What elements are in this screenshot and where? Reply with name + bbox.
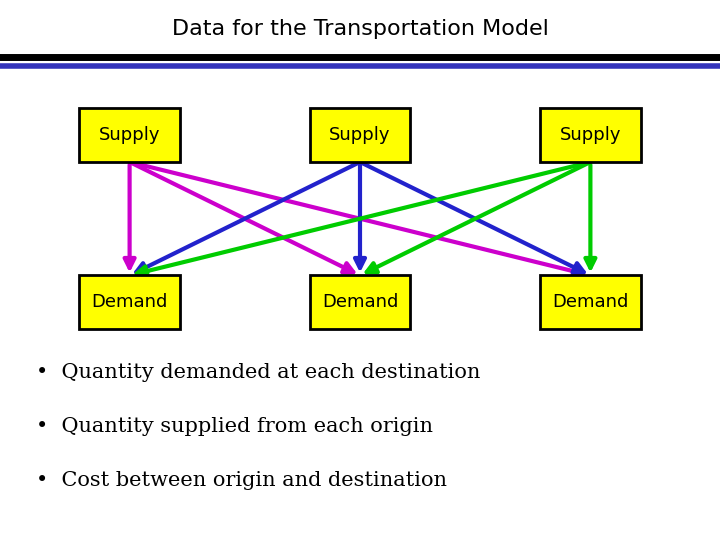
FancyBboxPatch shape xyxy=(310,275,410,329)
Text: •  Cost between origin and destination: • Cost between origin and destination xyxy=(36,471,447,490)
FancyBboxPatch shape xyxy=(79,108,180,162)
Text: Supply: Supply xyxy=(99,126,161,144)
Text: Demand: Demand xyxy=(91,293,168,312)
Text: Supply: Supply xyxy=(329,126,391,144)
FancyBboxPatch shape xyxy=(310,108,410,162)
FancyBboxPatch shape xyxy=(540,108,641,162)
Text: Supply: Supply xyxy=(559,126,621,144)
Text: •  Quantity supplied from each origin: • Quantity supplied from each origin xyxy=(36,417,433,436)
Text: Demand: Demand xyxy=(322,293,398,312)
FancyBboxPatch shape xyxy=(79,275,180,329)
FancyBboxPatch shape xyxy=(540,275,641,329)
Text: Demand: Demand xyxy=(552,293,629,312)
Text: Data for the Transportation Model: Data for the Transportation Model xyxy=(171,19,549,39)
Text: •  Quantity demanded at each destination: • Quantity demanded at each destination xyxy=(36,363,480,382)
